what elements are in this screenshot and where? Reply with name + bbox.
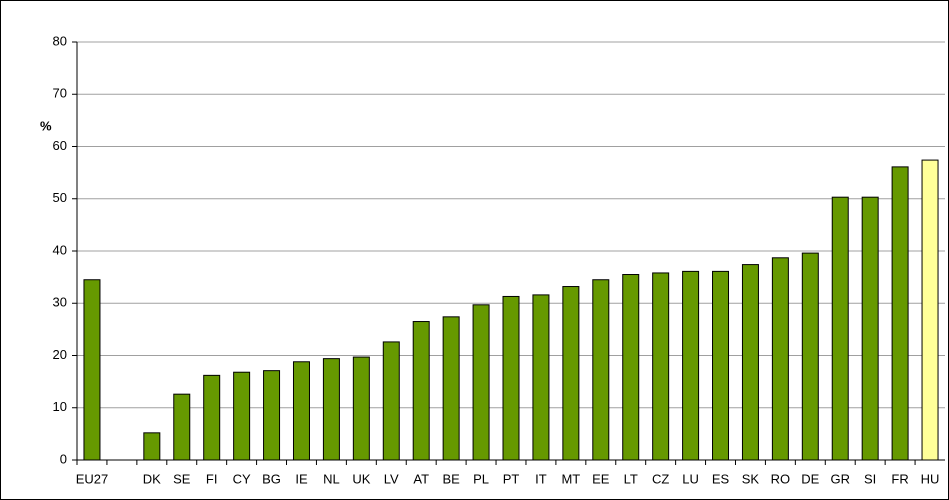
x-tick-label: NL [323,471,340,486]
bar [292,361,310,461]
bar [921,159,939,461]
bar [173,393,191,461]
x-tick-label: CZ [652,471,669,486]
x-tick-label: IT [535,471,547,486]
bar [83,279,101,461]
y-tick-label: 80 [53,33,67,48]
x-tick-label: IE [295,471,308,486]
x-tick-label: LT [624,471,638,486]
bar [592,279,610,461]
y-tick-label: 40 [53,242,67,257]
bar [263,370,281,461]
x-tick-label: RO [771,471,791,486]
bar [532,294,550,461]
bar [412,321,430,461]
bar [233,371,251,461]
x-tick-label: MT [561,471,580,486]
x-tick-label: DK [143,471,161,486]
bar [352,356,370,461]
y-tick-label: 20 [53,347,67,362]
x-tick-label: PT [503,471,520,486]
bar [682,270,700,461]
bar [382,341,400,461]
bar [143,432,161,461]
bar [203,374,221,461]
y-tick-label: 50 [53,190,67,205]
x-tick-label: GR [830,471,850,486]
bar [831,196,849,461]
y-tick-label: 0 [60,451,67,466]
y-tick-label: 10 [53,399,67,414]
x-tick-label: BE [442,471,460,486]
bar [622,274,640,461]
bar [891,166,909,461]
x-tick-label: AT [413,471,429,486]
x-tick-label: SI [864,471,876,486]
x-tick-label: SK [742,471,760,486]
bar [741,264,759,461]
x-tick-label: EU27 [76,471,109,486]
bar [442,316,460,461]
x-tick-label: HU [921,471,940,486]
bar [771,257,789,461]
y-tick-label: 30 [53,295,67,310]
x-tick-label: LU [682,471,699,486]
x-tick-label: EE [592,471,610,486]
bar [861,196,879,461]
y-tick-label: 60 [53,138,67,153]
y-tick-label: 70 [53,86,67,101]
x-tick-label: LV [384,471,399,486]
bar [472,304,490,461]
x-tick-label: CY [233,471,251,486]
y-axis-label: % [40,118,52,133]
bar [562,286,580,461]
x-tick-label: DE [801,471,819,486]
bar [322,358,340,461]
bar [712,270,730,461]
x-tick-label: PL [473,471,489,486]
x-tick-label: FR [891,471,908,486]
x-tick-label: BG [262,471,281,486]
x-tick-label: UK [352,471,370,486]
bar [502,295,520,461]
x-tick-label: FI [206,471,218,486]
bar [801,252,819,461]
x-tick-label: SE [173,471,191,486]
bar [652,272,670,461]
x-tick-label: ES [712,471,730,486]
